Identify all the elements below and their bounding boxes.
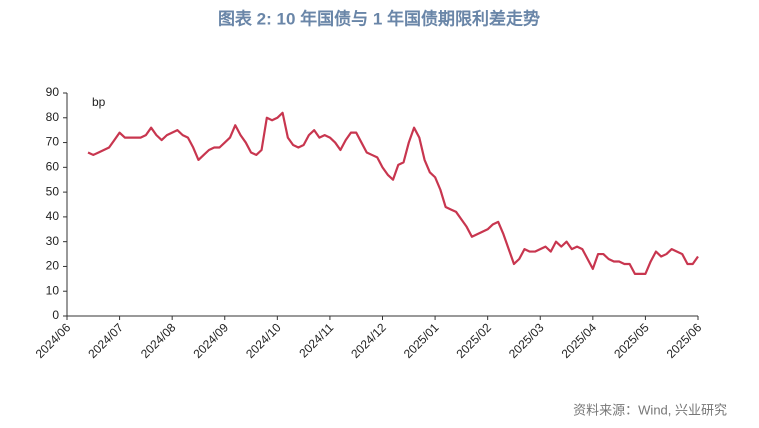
chart-title: 图表 2: 10 年国债与 1 年国债期限利差走势 <box>218 8 540 28</box>
y-tick-label: 80 <box>46 110 60 124</box>
y-tick-label: 50 <box>46 184 60 198</box>
line-series <box>87 111 699 275</box>
y-tick-label: 70 <box>46 135 60 149</box>
x-tick-label: 2025/01 <box>401 320 442 361</box>
x-tick-label: 2024/09 <box>191 320 232 361</box>
y-tick-label: 60 <box>46 160 60 174</box>
x-tick-label: 2024/08 <box>138 320 179 361</box>
x-tick-label: 2024/10 <box>243 320 284 361</box>
x-tick-label: 2024/06 <box>33 320 74 361</box>
x-tick-label: 2025/03 <box>506 320 547 361</box>
x-tick-label: 2025/06 <box>664 320 705 361</box>
x-tick-label: 2025/04 <box>559 320 600 361</box>
y-axis-label: bp <box>92 95 106 109</box>
y-tick-label: 90 <box>46 85 60 99</box>
y-tick-label: 0 <box>52 308 59 322</box>
x-tick-label: 2025/05 <box>611 320 652 361</box>
x-tick-label: 2024/07 <box>85 320 126 361</box>
x-tick-label: 2024/11 <box>296 320 336 360</box>
y-tick-label: 20 <box>46 259 60 273</box>
x-tick-label: 2025/02 <box>453 320 494 361</box>
y-tick-label: 10 <box>46 283 60 297</box>
y-tick-label: 40 <box>46 209 60 223</box>
x-tick-label: 2024/12 <box>348 320 389 361</box>
source-note: 资料来源：Wind, 兴业研究 <box>573 402 727 417</box>
y-tick-label: 30 <box>46 234 60 248</box>
